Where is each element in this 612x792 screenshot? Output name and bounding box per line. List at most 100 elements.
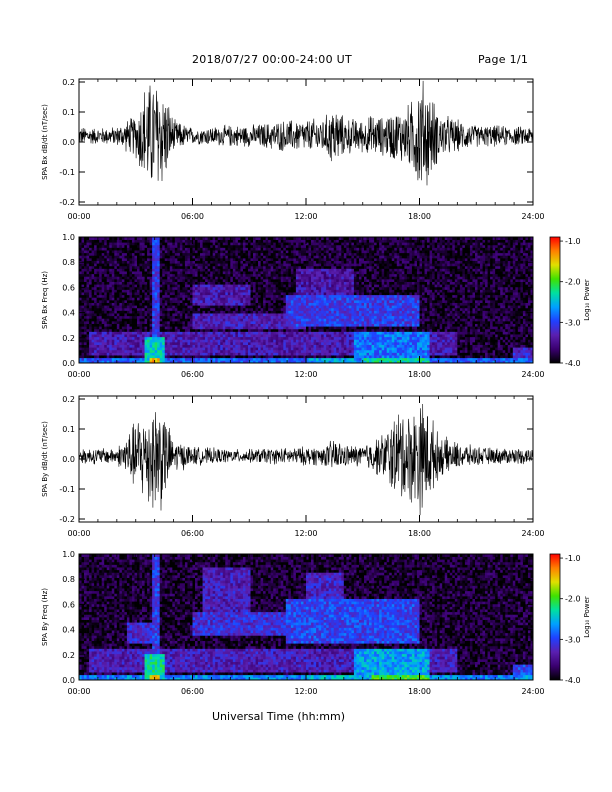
heatmap-cell	[187, 269, 190, 272]
heatmap-cell	[182, 347, 185, 350]
heatmap-cell	[185, 276, 188, 279]
heatmap-cell	[324, 279, 327, 282]
heatmap-cell	[107, 250, 110, 253]
heatmap-cell	[182, 305, 185, 308]
heatmap-cell	[256, 311, 259, 314]
heatmap-cell	[208, 255, 211, 258]
heatmap-cell	[140, 266, 143, 269]
heatmap-cell	[245, 329, 248, 332]
heatmap-cell	[170, 284, 173, 287]
heatmap-cell	[268, 258, 271, 261]
heatmap-cell	[134, 311, 137, 314]
heatmap-cell	[306, 347, 309, 350]
heatmap-cell	[261, 332, 264, 335]
heatmap-cell	[117, 326, 120, 329]
heatmap-cell	[251, 295, 254, 298]
heatmap-cell	[245, 342, 248, 345]
heatmap-cell	[266, 305, 269, 308]
heatmap-cell	[283, 358, 286, 361]
heatmap-cell	[147, 269, 150, 272]
heatmap-cell	[180, 300, 183, 303]
heatmap-cell	[251, 353, 254, 356]
heatmap-cell	[220, 337, 223, 340]
heatmap-cell	[253, 305, 256, 308]
heatmap-cell	[137, 292, 140, 295]
heatmap-cell	[137, 279, 140, 282]
heatmap-cell	[329, 355, 332, 358]
heatmap-cell	[321, 337, 324, 340]
heatmap-cell	[286, 271, 289, 274]
heatmap-cell	[89, 261, 92, 264]
heatmap-cell	[205, 308, 208, 311]
heatmap-cell	[127, 269, 130, 272]
heatmap-cell	[283, 290, 286, 293]
heatmap-cell	[311, 297, 314, 300]
heatmap-cell	[240, 305, 243, 308]
heatmap-cell	[213, 248, 216, 251]
heatmap-cell	[291, 337, 294, 340]
heatmap-cell	[238, 337, 241, 340]
heatmap-cell	[329, 337, 332, 340]
heatmap-cell	[248, 250, 251, 253]
heatmap-cell	[329, 240, 332, 243]
heatmap-cell	[92, 266, 95, 269]
heatmap-cell	[291, 316, 294, 319]
heatmap-cell	[324, 271, 327, 274]
heatmap-cell	[276, 321, 279, 324]
heatmap-cell	[137, 300, 140, 303]
heatmap-cell	[200, 287, 203, 290]
heatmap-cell	[180, 287, 183, 290]
heatmap-cell	[122, 261, 125, 264]
heatmap-cell	[258, 332, 261, 335]
heatmap-cell	[109, 271, 112, 274]
heatmap-cell	[245, 308, 248, 311]
heatmap-cell	[165, 347, 168, 350]
heatmap-cell	[293, 242, 296, 245]
heatmap-cell	[205, 353, 208, 356]
heatmap-cell	[205, 279, 208, 282]
heatmap-cell	[150, 282, 153, 285]
heatmap-cell	[225, 358, 228, 361]
heatmap-cell	[94, 347, 97, 350]
heatmap-cell	[92, 316, 95, 319]
heatmap-cell	[293, 255, 296, 258]
heatmap-cell	[82, 358, 85, 361]
heatmap-cell	[263, 305, 266, 308]
heatmap-cell	[185, 321, 188, 324]
heatmap-cell	[165, 321, 168, 324]
heatmap-cell	[331, 245, 334, 248]
heatmap-cell	[210, 284, 213, 287]
heatmap-cell	[228, 248, 231, 251]
heatmap-cell	[160, 253, 163, 256]
heatmap-cell	[261, 271, 264, 274]
heatmap-cell	[127, 266, 130, 269]
heatmap-cell	[89, 274, 92, 277]
heatmap-cell	[180, 308, 183, 311]
heatmap-cell	[316, 276, 319, 279]
heatmap-cell	[251, 350, 254, 353]
heatmap-cell	[324, 248, 327, 251]
heatmap-cell	[165, 245, 168, 248]
heatmap-cell	[165, 337, 168, 340]
heatmap-cell	[268, 282, 271, 285]
heatmap-cell	[210, 263, 213, 266]
heatmap-cell	[311, 253, 314, 256]
heatmap-cell	[162, 318, 165, 321]
heatmap-cell	[124, 324, 127, 327]
heatmap-cell	[291, 321, 294, 324]
heatmap-cell	[293, 303, 296, 306]
heatmap-cell	[278, 295, 281, 298]
heatmap-cell	[172, 329, 175, 332]
heatmap-cell	[203, 332, 206, 335]
heatmap-cell	[94, 358, 97, 361]
heatmap-cell	[326, 318, 329, 321]
heatmap-cell	[132, 263, 135, 266]
heatmap-cell	[245, 324, 248, 327]
heatmap-cell	[331, 253, 334, 256]
heatmap-cell	[210, 313, 213, 316]
heatmap-cell	[215, 347, 218, 350]
heatmap-cell	[132, 258, 135, 261]
heatmap-cell	[140, 350, 143, 353]
heatmap-cell	[326, 287, 329, 290]
heatmap-cell	[124, 253, 127, 256]
